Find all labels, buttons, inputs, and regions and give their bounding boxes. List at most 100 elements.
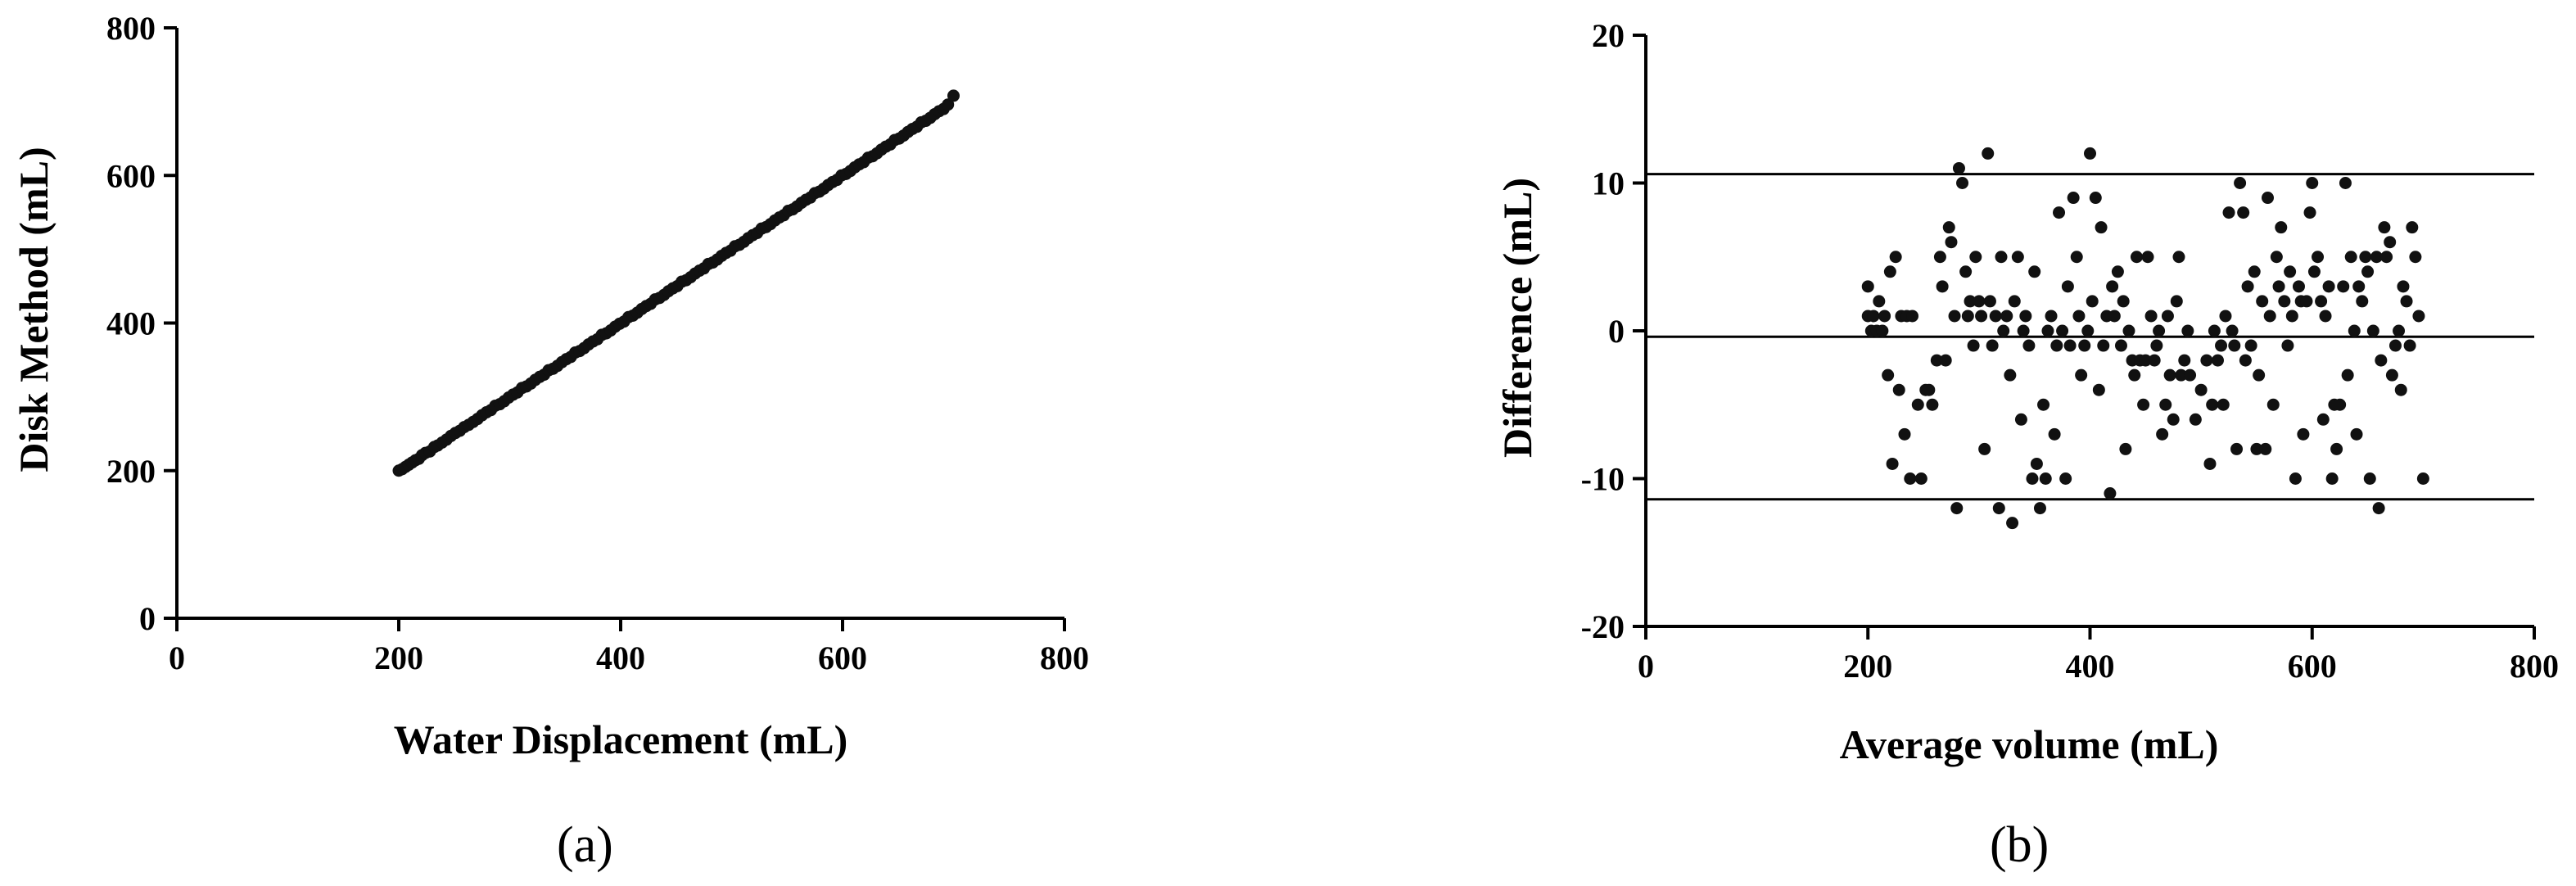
panel-b-data-point <box>1997 324 2010 337</box>
panel-b-data-point <box>2339 177 2352 189</box>
panel-b-data-point <box>1914 472 1927 485</box>
panel-b-data-point <box>2104 487 2117 500</box>
panel-b-data-point <box>2272 280 2285 293</box>
panel-b-data-point <box>1873 295 1886 308</box>
panel-b-data-point <box>2350 427 2363 441</box>
panel-b-data-point <box>1861 280 1874 293</box>
panel-b-data-point <box>1926 398 1939 411</box>
panel-b-data-point <box>2045 310 2058 323</box>
panel-b-data-point <box>2022 339 2036 352</box>
panel-b-data-point <box>2075 368 2088 382</box>
panel-b-data-point <box>2017 324 2030 337</box>
panel-b-data-point <box>2316 413 2330 426</box>
panel-b-data-point <box>2234 177 2247 189</box>
panel-b-data-point <box>2004 368 2017 382</box>
panel-b-data-point <box>2237 206 2250 219</box>
panel-b-data-point <box>2089 192 2102 205</box>
panel-b-data-point <box>2263 310 2276 323</box>
panel-b-data-point <box>1942 221 1955 234</box>
panel-b-data-point <box>2315 295 2328 308</box>
panel-b-data-point <box>2114 339 2127 352</box>
panel-b-data-point <box>2026 472 2039 485</box>
panel-b-data-point <box>2019 310 2032 323</box>
panel-b-x-tick-label: 600 <box>2288 648 2337 685</box>
panel-a-label: (a) <box>557 817 613 873</box>
panel-b-data-point <box>2285 310 2298 323</box>
panel-a-x-tick-label: 600 <box>818 640 867 676</box>
panel-b-x-tick-label: 0 <box>1638 648 1654 685</box>
panel-b-data-point <box>2226 324 2239 337</box>
panel-b-data-point <box>1982 147 1995 160</box>
panel-b-data-point <box>2409 251 2422 264</box>
panel-b-data-point <box>2184 368 2197 382</box>
panel-b: 0 200 400 600 800 -20 -10 0 10 20 Average volume… <box>1494 17 2559 873</box>
panel-b-data-point <box>2030 457 2043 470</box>
panel-b-data-point <box>2253 368 2266 382</box>
panel-b-data-point <box>2256 295 2269 308</box>
panel-b-data-point <box>1889 251 1902 264</box>
panel-b-data-point <box>1933 251 1946 264</box>
panel-b-data-point <box>2262 192 2274 205</box>
panel-b-x-tick-label: 400 <box>2066 648 2115 685</box>
panel-b-data-point <box>2275 221 2288 234</box>
panel-b-data-point <box>2380 251 2393 264</box>
panel-b-data-point <box>1989 310 2002 323</box>
panel-b-data-point <box>2325 472 2339 485</box>
panel-b-y-axis-title: Difference (mL) <box>1494 178 1540 458</box>
panel-b-data-point <box>1867 310 1880 323</box>
panel-b-data-point <box>2361 265 2375 278</box>
panel-a-y-tick-label: 400 <box>106 305 156 342</box>
panel-b-data-point <box>2041 324 2054 337</box>
panel-b-data-point <box>2370 251 2383 264</box>
panel-b-data-point <box>1930 354 1943 367</box>
panel-b-data-point <box>2403 339 2416 352</box>
panel-b-data-point <box>2000 310 2013 323</box>
panel-b-data-point <box>1959 265 1973 278</box>
panel-b-data-point <box>2388 339 2402 352</box>
panel-b-data-point <box>1883 265 1896 278</box>
panel-b-data-point <box>2163 368 2176 382</box>
panel-b-data-point <box>2300 295 2313 308</box>
panel-b-data-point <box>2363 472 2376 485</box>
panel-b-data-point <box>1975 310 1988 323</box>
panel-b-data-point <box>2241 280 2254 293</box>
panel-b-data-point <box>2341 368 2354 382</box>
panel-b-data-point <box>2139 354 2152 367</box>
panel-b-data-point <box>2378 221 2391 234</box>
panel-b-data-point <box>2137 398 2150 411</box>
panel-b-data-point <box>2059 472 2072 485</box>
panel-a-x-ticks: 0 200 400 600 800 <box>169 618 1089 676</box>
panel-a-data-point <box>942 98 955 111</box>
panel-b-data-point <box>1898 427 1911 441</box>
panel-b-data-point <box>2175 368 2188 382</box>
panel-b-data-point <box>2170 295 2183 308</box>
panel-b-data-point <box>1983 295 1996 308</box>
panel-a-y-tick-label: 0 <box>139 600 156 637</box>
panel-b-data-point <box>2172 251 2185 264</box>
panel-b-y-tick-label: -20 <box>1581 608 1625 645</box>
panel-b-data-point <box>1956 177 1969 189</box>
panel-b-data-point <box>2078 339 2091 352</box>
panel-b-data-point <box>2266 398 2280 411</box>
panel-b-data-point <box>2203 457 2217 470</box>
panel-b-y-tick-label: 20 <box>1592 17 1625 54</box>
panel-b-data-point <box>2400 295 2413 308</box>
panel-b-data-point <box>1973 295 1986 308</box>
panel-b-data-point <box>2063 339 2077 352</box>
panel-b-data-point <box>2330 442 2343 455</box>
panel-b-data-point <box>1945 236 1958 249</box>
panel-b-data-point <box>2322 280 2335 293</box>
panel-b-data-point <box>2334 398 2347 411</box>
panel-b-data-point <box>2011 251 2024 264</box>
panel-b-data-point <box>1967 339 1980 352</box>
panel-b-data-point <box>1923 383 1936 396</box>
panel-b-data-point <box>1969 251 1982 264</box>
panel-b-reference-lines <box>1646 173 2534 501</box>
panel-a-y-tick-label: 800 <box>106 10 156 47</box>
panel-b-data-point <box>2037 398 2050 411</box>
panel-b-data-point <box>2366 324 2379 337</box>
panel-a: 0 200 400 600 800 0 200 400 600 800 Water Displa… <box>11 10 1089 873</box>
panel-b-data-point <box>2348 324 2361 337</box>
panel-b-data-point <box>1986 339 1999 352</box>
panel-b-data-point <box>2086 295 2099 308</box>
